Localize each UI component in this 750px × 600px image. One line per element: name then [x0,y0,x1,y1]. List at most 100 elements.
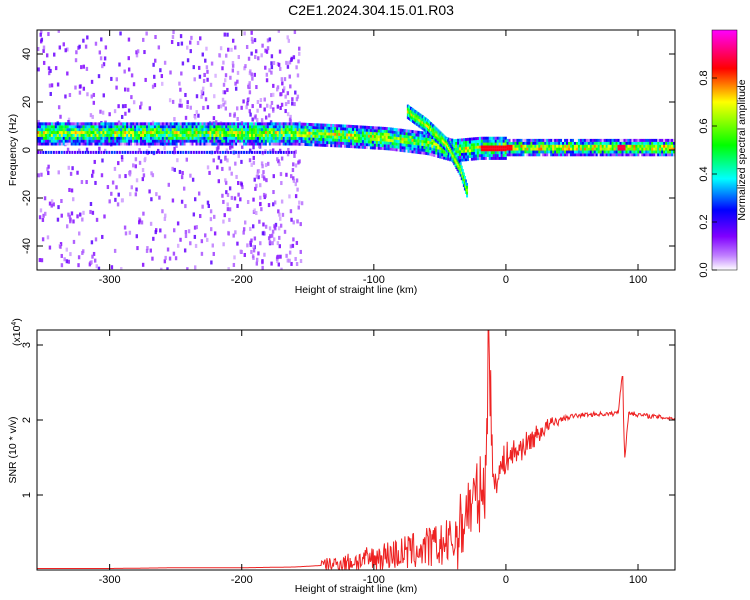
heatmap-band-cell [367,146,371,150]
heatmap-band-cell [373,137,377,141]
heatmap-band-cell [332,138,335,142]
heatmap-band-cell [227,130,230,134]
heatmap-noise-cell [186,45,189,50]
heatmap-noise-cell [228,166,231,171]
heatmap-band-cell [48,125,52,129]
heatmap-noise-cell [194,265,197,270]
heatmap-band-cell [86,125,89,129]
heatmap-band-cell [137,150,140,154]
heatmap-noise-cell [233,255,236,260]
heatmap-noise-cell [50,83,54,88]
heatmap-noise-cell [71,166,74,171]
heatmap-band-cell [250,122,254,126]
heatmap-band-cell [340,135,343,139]
heatmap-band-cell [633,147,636,151]
heatmap-band-cell [320,135,323,139]
heatmap-band-cell [229,150,232,154]
heatmap-band-cell [114,139,117,143]
heatmap-band-cell [623,150,626,154]
heatmap-band-cell [195,128,198,132]
heatmap-band-cell [603,141,606,145]
heatmap-noise-cell [42,45,46,50]
heatmap-band-cell [179,125,182,129]
heatmap-band-cell [195,122,198,126]
heatmap-branch-cell [420,120,423,124]
heatmap-band-cell [601,138,604,142]
heatmap-band-cell [377,138,380,142]
heatmap-band-cell [280,139,283,143]
heatmap-band-cell [357,131,361,135]
heatmap-noise-cell [278,49,282,54]
heatmap-band-cell [296,136,299,140]
heatmap-band-cell [516,147,519,151]
heatmap-noise-cell [236,79,239,84]
heatmap-band-cell [286,136,289,140]
heatmap-noise-cell [53,52,56,57]
heatmap-band-cell [324,143,327,147]
heatmap-noise-cell [140,101,143,106]
heatmap-band-cell [357,125,361,129]
heatmap-band-cell [58,128,61,132]
heatmap-band-cell [177,142,180,146]
heatmap-band-cell [478,148,482,152]
heatmap-branch-cell [435,133,438,137]
heatmap-band-cell [231,142,234,146]
heatmap-band-cell [68,150,71,154]
heatmap-band-cell [441,150,444,154]
heatmap-band-cell [199,136,202,140]
heatmap-band-cell [359,125,363,129]
heatmap-noise-cell [264,163,268,168]
heatmap-band-cell [381,135,384,139]
heatmap-band-cell [379,126,382,130]
heatmap-band-cell [207,142,210,146]
heatmap-band-cell [205,125,208,129]
heatmap-band-cell [98,128,101,132]
heatmap-band-cell [611,141,614,145]
heatmap-noise-cell [247,97,250,102]
heatmap-band-cell [227,139,230,143]
heatmap-band-cell [667,147,670,151]
heatmap-band-cell [247,136,250,140]
heatmap-band-cell [149,128,153,132]
heatmap-band-cell [197,142,200,146]
heatmap-branch-cell [440,132,443,136]
heatmap-branch-cell [422,121,425,125]
heatmap-noise-cell [262,170,265,175]
snr-series-line [37,329,676,571]
heatmap-band-cell [62,125,65,129]
heatmap-band-cell [260,125,264,129]
heatmap-band-cell [288,142,291,146]
heatmap-band-cell [241,125,244,129]
heatmap-band-cell [494,139,497,143]
heatmap-band-cell [256,150,259,154]
heatmap-band-cell [282,130,285,134]
heatmap-band-cell [132,130,135,134]
heatmap-branch-cell [439,131,442,135]
heatmap-band-cell [409,132,412,136]
heatmap-band-cell [631,153,634,157]
heatmap-band-cell [288,122,291,126]
heatmap-band-cell [354,136,357,140]
heatmap-band-cell [441,156,444,160]
heatmap-band-cell [359,142,363,146]
heatmap-branch-cell [417,115,420,119]
heatmap-band-cell [663,150,666,154]
heatmap-band-cell [80,136,83,140]
heatmap-band-cell [76,139,79,143]
heatmap-band-cell [649,147,652,151]
heatmap-noise-cell [227,267,230,270]
heatmap-noise-cell [255,211,258,216]
heatmap-band-cell [461,144,464,148]
heatmap-band-cell [421,145,424,149]
heatmap-noise-cell [250,249,253,254]
heatmap-band-cell [116,136,119,140]
heatmap-branch-cell [447,139,450,143]
heatmap-branch-cell [461,177,464,181]
heatmap-band-cell [635,147,638,151]
heatmap-band-cell [78,130,81,134]
heatmap-band-cell [407,135,410,139]
heatmap-band-cell [192,150,195,154]
heatmap-band-cell [171,136,174,140]
heatmap-band-cell [159,136,163,140]
heatmap-band-cell [122,128,125,132]
